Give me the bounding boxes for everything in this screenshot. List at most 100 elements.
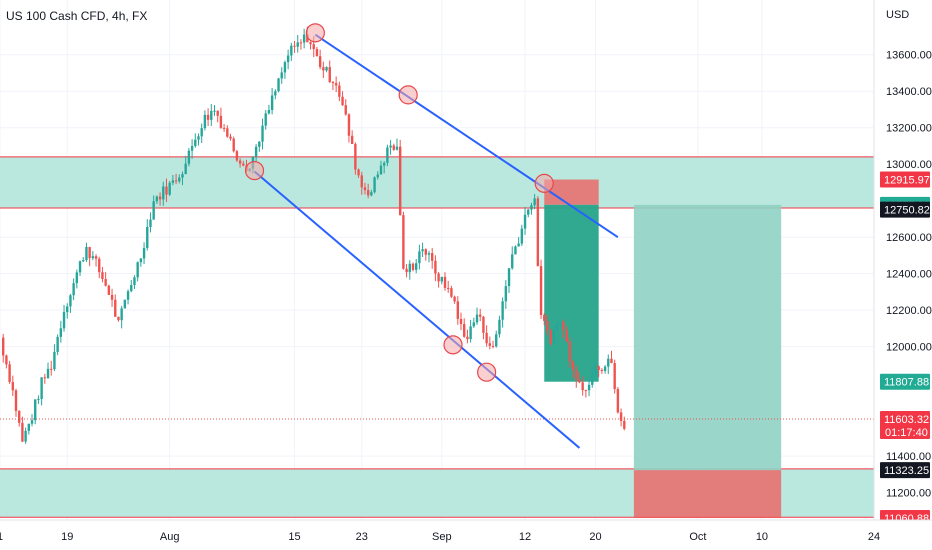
- candle-body: [568, 341, 572, 363]
- candle-body: [405, 268, 408, 273]
- candle-body: [520, 228, 524, 244]
- price-tick-label: 12400.00: [886, 269, 932, 281]
- candle-body: [610, 358, 613, 364]
- candle-body: [616, 389, 620, 413]
- candle-body: [543, 314, 546, 321]
- time-axis[interactable]: 1 19 Aug 15 23 Sep 12 20 Oct 10 24: [0, 519, 932, 550]
- channel-lower[interactable]: [253, 170, 581, 449]
- time-tick-label: 23: [356, 531, 368, 543]
- pivot-markers[interactable]: [244, 23, 554, 382]
- candle-body: [523, 214, 527, 229]
- candle-body: [507, 268, 511, 287]
- candle-body: [226, 128, 229, 137]
- candle-body: [50, 368, 53, 370]
- candle-body: [623, 420, 626, 429]
- candle-body: [88, 246, 91, 259]
- candle-body: [527, 209, 530, 215]
- price-tick-label: 12000.00: [886, 342, 932, 354]
- price-label-text[interactable]: 11603.32: [884, 414, 929, 426]
- price-label-box[interactable]: [880, 171, 930, 188]
- candle-body: [190, 146, 194, 151]
- candle-body: [318, 56, 322, 68]
- price-tick-label: 13400.00: [886, 86, 932, 98]
- candle-body: [341, 96, 344, 106]
- candle-body: [418, 251, 421, 264]
- candle-body: [386, 147, 389, 163]
- candle-body: [142, 248, 146, 259]
- candle-body: [373, 177, 376, 193]
- price-label-text[interactable]: 11807.88: [884, 377, 929, 389]
- pivot-marker[interactable]: [534, 173, 554, 193]
- short-entry-target[interactable]: [544, 204, 599, 382]
- pivot-marker[interactable]: [398, 85, 418, 105]
- price-label-box[interactable]: [880, 462, 930, 479]
- candle-body: [347, 114, 351, 136]
- candle-body: [562, 321, 565, 331]
- long-target[interactable]: [633, 204, 782, 471]
- long-stop[interactable]: [633, 470, 782, 519]
- candle-body: [421, 249, 424, 252]
- candle-body: [155, 196, 159, 202]
- candle-body: [85, 246, 88, 261]
- price-label-text[interactable]: 12915.97: [884, 175, 930, 187]
- time-tick-label: 10: [756, 531, 768, 543]
- price-label-box[interactable]: [880, 411, 930, 440]
- candle-body: [325, 67, 328, 71]
- candle-body: [552, 329, 556, 344]
- pivot-marker[interactable]: [244, 160, 265, 181]
- candle-body: [18, 410, 21, 423]
- trendlines[interactable]: [253, 33, 619, 449]
- candle-body: [216, 110, 219, 116]
- candle-body: [511, 254, 514, 269]
- candle-body: [559, 321, 562, 324]
- symbol-title[interactable]: US 100 Cash CFD, 4h, FX: [6, 9, 147, 23]
- candle-body: [578, 379, 581, 383]
- price-label-text[interactable]: 12750.82: [884, 205, 930, 217]
- candle-body: [274, 91, 277, 96]
- price-label-box[interactable]: [880, 373, 930, 390]
- resistance-zone: [0, 156, 874, 208]
- candle-body: [504, 286, 508, 302]
- candle-body: [242, 163, 245, 166]
- candle-body: [222, 127, 226, 129]
- candle-body: [370, 192, 373, 196]
- pivot-marker[interactable]: [305, 23, 325, 43]
- candle-body: [110, 294, 114, 300]
- price-axis[interactable]: USD 13600.00 13400.00 13200.00 13000.00 12600…: [873, 0, 932, 550]
- candle-body: [533, 198, 536, 206]
- candle-body: [290, 45, 293, 56]
- candle-body: [306, 34, 309, 43]
- candle-body: [491, 345, 495, 347]
- price-label-box[interactable]: [880, 201, 930, 218]
- candle-body: [98, 258, 101, 273]
- candle-body: [488, 343, 492, 346]
- currency-label[interactable]: USD: [886, 9, 909, 21]
- candle-body: [254, 146, 258, 158]
- candle-body: [267, 110, 271, 114]
- candle-body: [546, 320, 549, 331]
- candle-body: [619, 412, 623, 421]
- zones: [0, 156, 932, 518]
- trade-boxes[interactable]: [544, 179, 782, 519]
- pivot-marker[interactable]: [477, 362, 497, 382]
- price-tick-label: 11200.00: [886, 488, 931, 500]
- candle-body: [238, 160, 242, 164]
- candle-body: [575, 369, 578, 380]
- candle-body: [136, 262, 139, 278]
- candle-body: [174, 180, 178, 182]
- candle-body: [197, 136, 200, 140]
- candle-body: [107, 285, 111, 295]
- candle-body: [299, 42, 303, 44]
- channel-upper[interactable]: [314, 33, 619, 239]
- candle-body: [235, 151, 239, 161]
- candle-body: [158, 196, 162, 200]
- pivot-marker[interactable]: [443, 335, 463, 355]
- price-label-text[interactable]: 11323.25: [884, 465, 929, 477]
- time-tick-label: 1: [0, 531, 3, 543]
- candle-body: [591, 374, 594, 385]
- candle-body: [328, 67, 331, 82]
- candle-body: [114, 299, 117, 317]
- candle-body: [261, 125, 264, 142]
